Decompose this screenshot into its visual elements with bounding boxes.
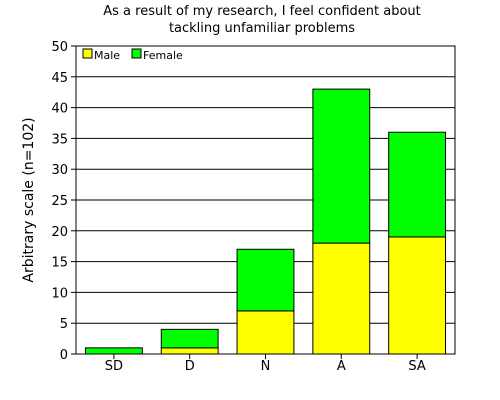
legend-swatch-female	[131, 48, 142, 59]
x-tick-label-sa: SA	[408, 359, 425, 374]
x-tick-label-sd: SD	[105, 359, 123, 374]
x-tick-label-d: D	[185, 359, 195, 374]
bar-male-sa	[388, 236, 447, 355]
bar-female-a	[312, 88, 371, 244]
x-tick-label-n: N	[261, 359, 271, 374]
chart-title: As a result of my research, I feel confi…	[103, 4, 421, 36]
legend-swatch-male	[82, 48, 93, 59]
bar-male-n	[236, 310, 295, 355]
legend-label-female: Female	[143, 49, 183, 62]
y-tick-label-10: 10	[51, 286, 68, 301]
chart-title-line-1: As a result of my research, I feel confi…	[103, 4, 421, 19]
bar-male-a	[312, 242, 371, 355]
y-tick-label-40: 40	[51, 102, 68, 117]
y-tick-label-50: 50	[51, 40, 68, 55]
x-axis-ticks: SD D N A SA	[105, 354, 426, 374]
y-tick-label-25: 25	[51, 194, 68, 209]
y-tick-label-20: 20	[51, 225, 68, 240]
y-tick-label-15: 15	[51, 256, 68, 271]
y-axis-ticks: 0 5 10 15 20 25 30 35 40 45 50	[51, 40, 76, 363]
bar-female-n	[236, 248, 295, 312]
legend: Male Female	[82, 48, 183, 62]
y-tick-label-30: 30	[51, 163, 68, 178]
chart-title-line-2: tackling unfamiliar problems	[169, 21, 355, 36]
x-tick-label-a: A	[337, 359, 346, 374]
y-tick-label-5: 5	[60, 317, 68, 332]
bars	[84, 88, 447, 355]
bar-female-sd	[84, 347, 143, 355]
y-tick-label-0: 0	[60, 348, 68, 363]
bar-female-sa	[388, 131, 447, 238]
gridlines	[76, 76, 455, 324]
y-tick-label-35: 35	[51, 132, 68, 147]
bar-female-d	[160, 328, 219, 349]
y-axis-label: Arbitrary scale (n=102)	[21, 117, 37, 282]
y-tick-label-45: 45	[51, 71, 68, 86]
legend-label-male: Male	[94, 49, 120, 62]
bar-male-d	[160, 347, 219, 355]
